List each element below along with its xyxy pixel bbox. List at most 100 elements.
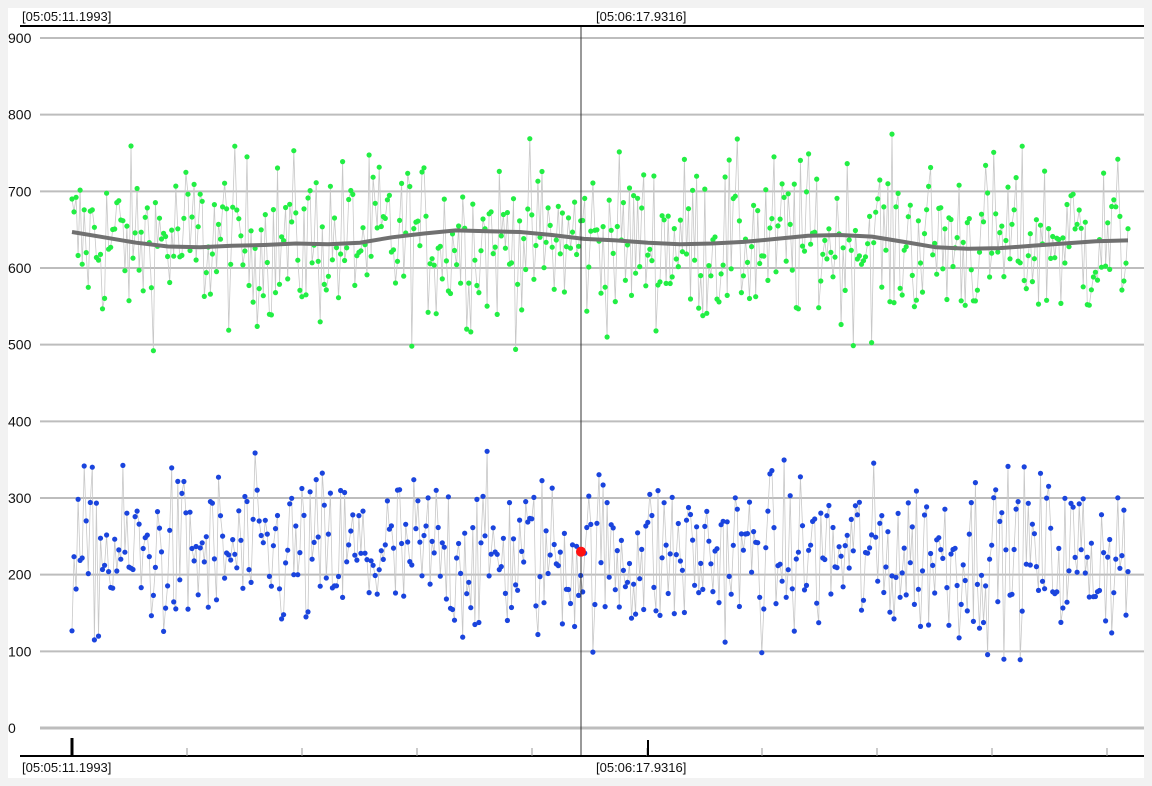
data-point [254,323,260,329]
data-point [1007,256,1013,262]
data-point [637,264,643,270]
data-point [653,608,659,614]
data-point [317,319,323,325]
data-point [651,173,657,179]
data-point [700,313,706,319]
data-point [887,609,893,615]
data-point [777,561,783,567]
data-point [295,257,301,263]
data-point [1044,495,1050,501]
data-point [1013,175,1019,181]
data-point [714,546,720,552]
data-point [232,143,238,149]
data-point [1056,236,1062,243]
data-point [175,478,181,484]
data-point [677,217,684,223]
data-point [331,215,338,221]
data-point [814,600,820,606]
data-point [185,606,191,612]
data-point [478,248,484,254]
data-point [755,540,761,546]
data-point [1039,578,1046,584]
data-point [1080,284,1086,290]
data-point [1113,556,1119,562]
data-point [1058,619,1064,626]
data-point [624,242,631,248]
data-point [156,525,163,531]
data-point [549,244,555,250]
data-point [222,575,228,581]
data-point [559,621,566,627]
data-point [99,566,106,573]
data-point [871,240,877,246]
data-point [372,200,378,206]
highlighted-point[interactable] [576,546,586,557]
data-point [698,560,704,567]
data-point [513,582,519,588]
data-point [468,605,474,611]
data-point [348,528,354,534]
data-point [687,511,694,518]
data-point [181,478,187,485]
data-point [980,619,987,626]
data-point [818,278,824,284]
data-point [470,201,476,207]
data-point [938,547,944,553]
data-point [289,495,295,501]
data-point [167,279,173,286]
y-tick-label-0: 0 [8,720,16,736]
data-point [517,218,523,224]
data-point [110,585,116,591]
data-point [865,550,871,556]
data-point [234,565,240,571]
data-point [405,539,411,545]
data-point [146,554,152,560]
data-point [565,586,572,593]
data-point [797,474,804,480]
data-point [1076,501,1082,507]
data-point [989,542,995,548]
data-point [287,501,293,507]
data-point [978,211,985,217]
data-point [584,308,590,314]
data-point [1058,300,1064,306]
data-point [342,489,348,496]
data-point [708,561,714,567]
data-point [366,590,372,596]
data-point [1017,260,1023,266]
data-point [378,223,384,230]
data-point [842,543,848,549]
data-point [140,545,146,552]
data-point [333,583,340,589]
data-point [938,205,944,211]
data-point [69,628,75,634]
data-point [150,592,156,599]
data-point [897,594,903,600]
data-point [421,165,427,171]
y-axis-ticks: 0 100 200 300 400 500 600 700 800 900 [8,30,32,736]
data-point [834,565,840,571]
data-point [869,532,875,538]
data-point [1098,264,1105,270]
data-point [785,567,791,573]
data-point [875,578,881,584]
data-point [641,606,647,613]
data-point [604,334,610,340]
data-point [891,300,897,306]
data-point [120,462,126,468]
data-point [921,231,928,237]
data-point [171,599,177,605]
data-point [165,583,171,589]
data-point [325,531,331,537]
data-point [1060,605,1066,611]
data-point [270,207,276,213]
data-point [862,254,869,260]
data-point [946,622,952,628]
data-point [104,532,110,538]
data-point [443,258,449,264]
data-point [712,234,718,240]
data-point [596,472,602,478]
data-point [439,540,445,546]
data-point [161,628,167,635]
data-point [224,206,230,212]
